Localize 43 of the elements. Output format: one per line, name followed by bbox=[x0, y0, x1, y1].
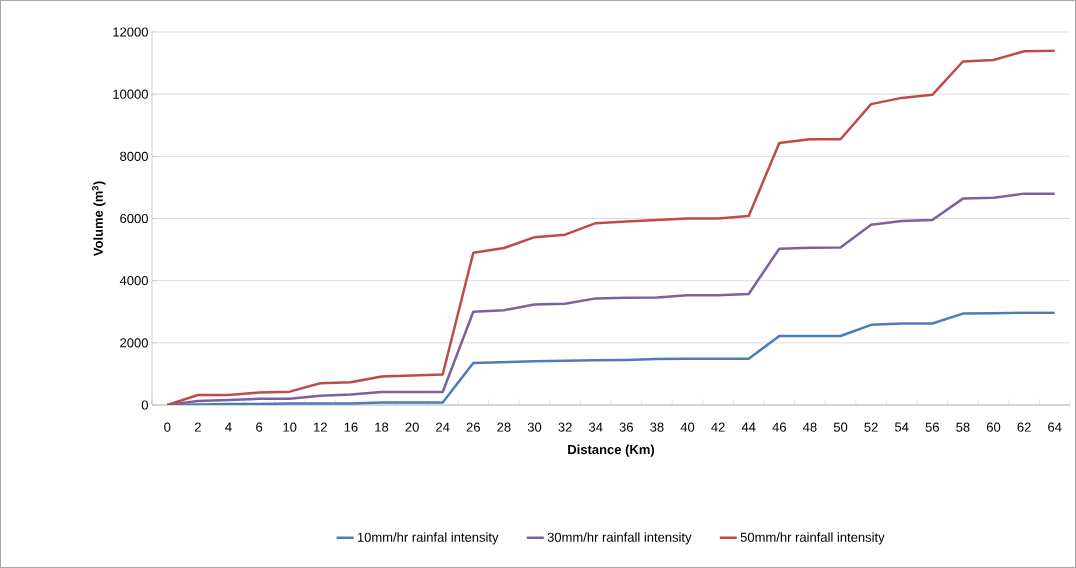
y-tick-label: 10000 bbox=[113, 89, 148, 99]
x-axis-title: Distance (Km) bbox=[568, 444, 655, 457]
x-tick-label: 6 bbox=[256, 422, 263, 432]
x-tick-label: 40 bbox=[680, 422, 695, 432]
x-tick-label: 20 bbox=[405, 422, 419, 432]
x-tick-label: 32 bbox=[558, 422, 572, 432]
y-tick-label: 4000 bbox=[119, 276, 148, 286]
x-tick-label: 50 bbox=[833, 422, 848, 432]
y-axis-title: Volume (m$^{3}$) bbox=[92, 181, 106, 257]
x-tick-label: 60 bbox=[986, 422, 1001, 432]
y-tick-label: 2000 bbox=[120, 338, 148, 348]
x-tick-label: 0 bbox=[164, 422, 171, 432]
x-tick-label: 12 bbox=[314, 422, 327, 432]
y-tick-label: 6000 bbox=[120, 213, 148, 224]
x-tick-label: 44 bbox=[741, 422, 756, 432]
y-tick-label: 8000 bbox=[120, 151, 148, 161]
x-tick-label: 16 bbox=[344, 422, 358, 432]
x-tick-label: 48 bbox=[802, 422, 817, 432]
line-series bbox=[166, 49, 1056, 405]
x-tick-label: 18 bbox=[375, 422, 389, 432]
y-tick-label: 0 bbox=[141, 400, 148, 410]
x-tick-label: 38 bbox=[650, 422, 664, 432]
x-tick-label: 10 bbox=[283, 422, 297, 432]
x-tick-label: 30 bbox=[527, 422, 542, 432]
x-tick-label: 26 bbox=[466, 422, 480, 432]
x-tick-label: 24 bbox=[436, 422, 450, 432]
legend-label: 50mm/hr rainfall intensity bbox=[740, 532, 885, 545]
x-tick-label: 52 bbox=[864, 422, 878, 432]
x-tick-label: 58 bbox=[956, 422, 970, 432]
legend-label: 10mm/hr rainfal intensity bbox=[357, 532, 499, 545]
x-tick-label: 2 bbox=[194, 422, 201, 432]
x-tick-label: 62 bbox=[1017, 422, 1031, 432]
x-tick-label: 54 bbox=[895, 422, 909, 432]
y-tick-label: 12000 bbox=[113, 27, 148, 37]
x-tick-label: 34 bbox=[588, 422, 603, 432]
x-tick-label: 36 bbox=[619, 422, 633, 432]
legend-label: 30mm/hr rainfall intensity bbox=[547, 532, 692, 545]
x-tick-label: 64 bbox=[1048, 422, 1062, 432]
x-tick-label: 42 bbox=[711, 422, 725, 432]
x-tick-label: 4 bbox=[225, 422, 232, 432]
x-tick-label: 56 bbox=[925, 422, 939, 432]
x-tick-label: 28 bbox=[497, 422, 511, 432]
x-tick-label: 46 bbox=[772, 422, 786, 432]
